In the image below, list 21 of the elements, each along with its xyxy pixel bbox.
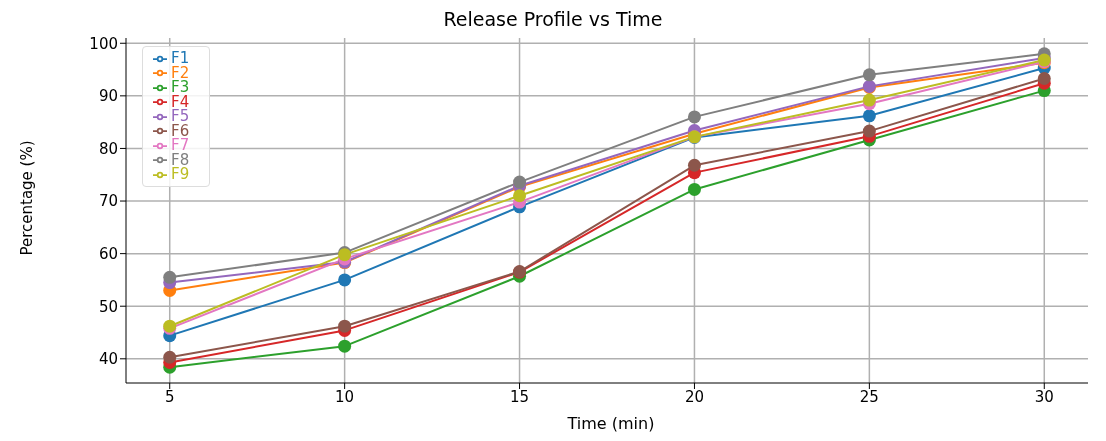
legend-label: F1: [171, 49, 190, 67]
x-tick-label: 15: [510, 387, 530, 406]
legend-label: F7: [171, 136, 190, 154]
chart-title: Release Profile vs Time: [442, 8, 664, 30]
legend-label: F3: [171, 78, 190, 96]
y-axis-title: Percentage (%): [18, 140, 37, 256]
y-tick-label: 90: [98, 87, 118, 106]
y-tick-label: 60: [98, 244, 118, 263]
x-tick-label: 10: [335, 387, 355, 406]
x-tick-label: 20: [684, 387, 704, 406]
legend-label: F9: [171, 165, 190, 183]
y-tick-label: 40: [98, 350, 118, 369]
y-tick-label: 80: [98, 139, 118, 158]
x-tick-label: 25: [859, 387, 879, 406]
y-tick-label: 100: [89, 34, 118, 53]
x-tick-label: 30: [1034, 387, 1054, 406]
x-tick-label: 5: [164, 387, 175, 406]
x-axis-title: Time (min): [566, 414, 656, 433]
y-tick-label: 70: [98, 192, 118, 211]
legend-label: F5: [171, 107, 190, 125]
y-tick-label: 50: [98, 297, 118, 316]
